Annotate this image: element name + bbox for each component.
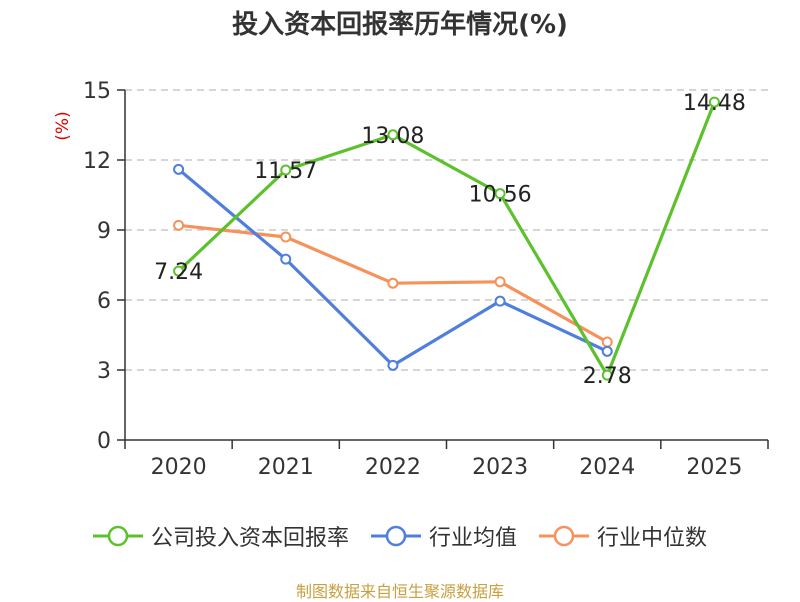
- series-lines: [173, 96, 720, 381]
- legend-item[interactable]: 行业中位数: [539, 520, 707, 552]
- data-point: [387, 359, 399, 371]
- x-tick-label: 2022: [365, 455, 421, 480]
- legend-label: 行业均值: [428, 526, 517, 551]
- source-note: 制图数据来自恒生聚源数据库: [295, 582, 504, 601]
- legend-item[interactable]: 行业均值: [370, 520, 517, 552]
- y-tick-label: 9: [97, 219, 111, 244]
- data-label: 10.56: [469, 183, 532, 208]
- data-point: [387, 129, 399, 141]
- axes: 0 3 6 9 12 15 2020 2021 2022 2023 2024 2025: [83, 79, 769, 480]
- legend-label: 公司投入资本回报率: [150, 526, 349, 551]
- data-point: [280, 253, 292, 265]
- data-point: [494, 295, 506, 307]
- legend-item[interactable]: 公司投入资本回报率: [92, 520, 349, 552]
- data-point: [601, 336, 613, 348]
- y-tick-label: 12: [83, 149, 111, 174]
- data-point: [280, 231, 292, 243]
- legend-marker: [107, 525, 129, 547]
- data-point: [601, 369, 613, 381]
- legend-symbol: [370, 525, 421, 547]
- data-label: 7.24: [154, 260, 203, 285]
- data-point: [280, 164, 292, 176]
- x-tick-label: 2020: [151, 455, 207, 480]
- legend-symbol: [539, 525, 589, 547]
- x-tick-label: 2023: [472, 455, 528, 480]
- data-point: [387, 277, 399, 289]
- legend-marker: [553, 525, 575, 547]
- y-axis-unit-label: (%): [53, 111, 73, 140]
- data-labels: 7.24 11.57 13.08 10.56 2.78 14.48: [154, 91, 746, 389]
- legend: 公司投入资本回报率 行业均值 行业中位数: [0, 518, 800, 554]
- data-label: 11.57: [254, 159, 317, 184]
- y-tick-label: 3: [97, 359, 111, 384]
- data-point: [494, 188, 506, 200]
- x-tick-label: 2025: [686, 455, 742, 480]
- chart-title: 投入资本回报率历年情况(%): [232, 10, 568, 40]
- legend-label: 行业中位数: [597, 526, 708, 551]
- x-tick-label: 2021: [258, 455, 314, 480]
- data-label: 2.78: [583, 364, 632, 389]
- data-point: [173, 265, 185, 277]
- y-tick-label: 0: [97, 429, 111, 454]
- data-point: [494, 276, 506, 288]
- data-label: 13.08: [361, 124, 424, 149]
- y-tick-label: 6: [97, 289, 111, 314]
- y-tick-label: 15: [83, 79, 111, 104]
- x-tick-label: 2024: [579, 455, 635, 480]
- series-line: [177, 101, 716, 377]
- data-label: 14.48: [683, 91, 746, 116]
- data-point: [601, 345, 613, 357]
- legend-symbol: [92, 525, 143, 547]
- data-point: [173, 219, 185, 231]
- data-point: [708, 96, 720, 108]
- legend-marker: [385, 525, 407, 547]
- data-point: [173, 163, 185, 175]
